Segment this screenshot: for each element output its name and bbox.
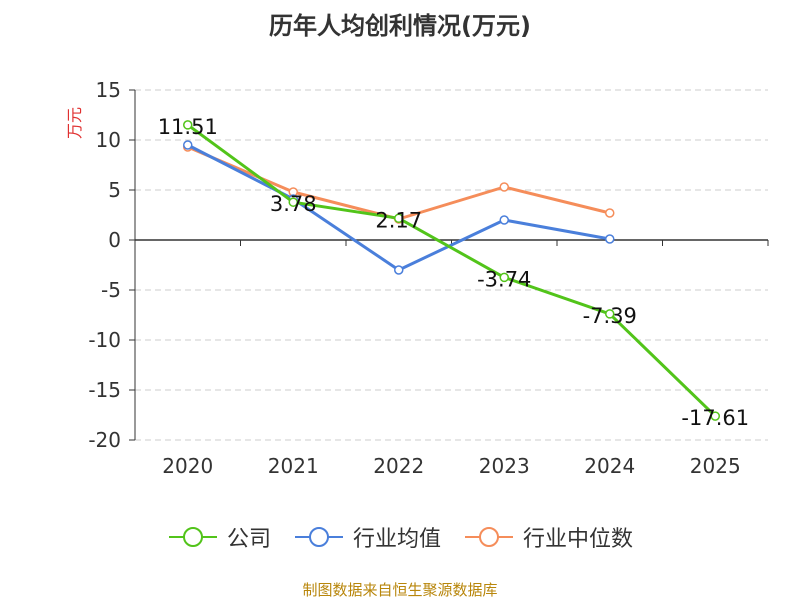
legend-swatch-company <box>168 527 217 547</box>
data-label: -3.74 <box>477 267 531 291</box>
data-point <box>183 120 193 130</box>
data-point <box>605 208 615 218</box>
y-tick-label: -15 <box>88 378 121 402</box>
legend: 公司 行业均值 行业中位数 <box>0 521 800 553</box>
data-point <box>499 272 509 283</box>
data-point <box>605 309 615 319</box>
y-tick-label: -20 <box>88 428 121 452</box>
legend-item-company[interactable]: 公司 <box>167 521 271 553</box>
x-tick-label: 2021 <box>268 454 319 478</box>
y-tick-label: 10 <box>96 128 121 152</box>
data-point <box>394 265 404 275</box>
legend-label-company: 公司 <box>226 527 271 552</box>
data-label: 11.51 <box>158 115 218 139</box>
chart-title: 历年人均创利情况(万元) <box>269 12 531 40</box>
x-tick-label: 2024 <box>584 454 635 478</box>
x-tick-label: 2023 <box>479 454 530 478</box>
data-point <box>499 215 509 225</box>
x-tick-label: 2020 <box>162 454 213 478</box>
y-tick-label: 0 <box>108 228 121 252</box>
y-tick-label: 15 <box>96 78 121 102</box>
data-point <box>605 234 615 244</box>
source-note: 制图数据来自恒生聚源数据库 <box>302 581 498 599</box>
y-tick-label: -10 <box>88 328 121 352</box>
series-lines <box>183 120 720 421</box>
data-point <box>288 197 298 207</box>
legend-swatch-industry-mean <box>294 527 343 547</box>
y-tick-label: -5 <box>101 278 121 302</box>
data-point <box>183 140 193 150</box>
legend-label-industry-median: 行业中位数 <box>523 527 634 552</box>
data-label: -7.39 <box>583 304 637 328</box>
data-label: 2.17 <box>375 208 422 232</box>
y-axis-title: 万元 <box>65 107 84 139</box>
legend-label-industry-mean: 行业均值 <box>352 527 441 552</box>
y-tick-label: 5 <box>108 178 121 202</box>
grid-lines <box>135 89 768 441</box>
legend-swatch-industry-median <box>465 527 513 547</box>
x-tick-label: 2022 <box>373 454 424 478</box>
axes: 15 10 5 0 -5 -10 -15 -20 万元 2020 2021 2022 2023 2024 2… <box>65 78 769 478</box>
data-labels: 11.51 3.78 2.17 -3.74 -7.39 -17.61 <box>158 115 749 430</box>
data-point <box>499 182 509 192</box>
legend-item-industry-mean[interactable]: 行业均值 <box>293 521 441 553</box>
series-line-0 <box>186 123 717 418</box>
data-point <box>394 213 404 224</box>
data-point <box>710 411 720 421</box>
x-tick-label: 2025 <box>690 454 741 478</box>
data-label: 3.78 <box>270 192 317 216</box>
legend-item-industry-median[interactable]: 行业中位数 <box>463 521 633 553</box>
data-label: -17.61 <box>681 406 749 430</box>
